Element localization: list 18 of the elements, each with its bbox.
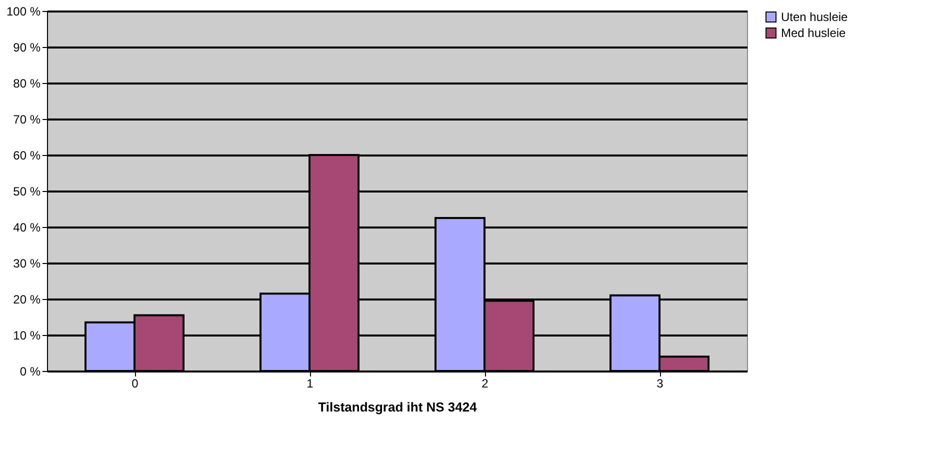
y-tick-label: 70 % — [13, 112, 41, 126]
y-tick-label: 40 % — [13, 220, 41, 234]
y-tick-label: 100 % — [6, 4, 41, 18]
x-axis-title: Tilstandsgrad iht NS 3424 — [318, 400, 478, 414]
x-tick-label: 3 — [656, 376, 664, 390]
legend-label: Med husleie — [781, 26, 846, 40]
y-tick-label: 90 % — [13, 40, 41, 54]
y-tick-label: 60 % — [13, 148, 41, 162]
y-tick-label: 30 % — [13, 256, 41, 270]
y-tick-label: 50 % — [13, 184, 41, 198]
x-tick-label: 0 — [132, 376, 139, 390]
y-tick-label: 10 % — [13, 328, 41, 342]
x-tick-label: 1 — [306, 376, 314, 390]
y-tick-label: 80 % — [13, 76, 41, 90]
x-tick-label: 2 — [482, 376, 489, 390]
y-tick-label: 20 % — [13, 292, 41, 306]
legend-label: Uten husleie — [781, 10, 848, 24]
y-tick-label: 0 % — [20, 364, 41, 378]
